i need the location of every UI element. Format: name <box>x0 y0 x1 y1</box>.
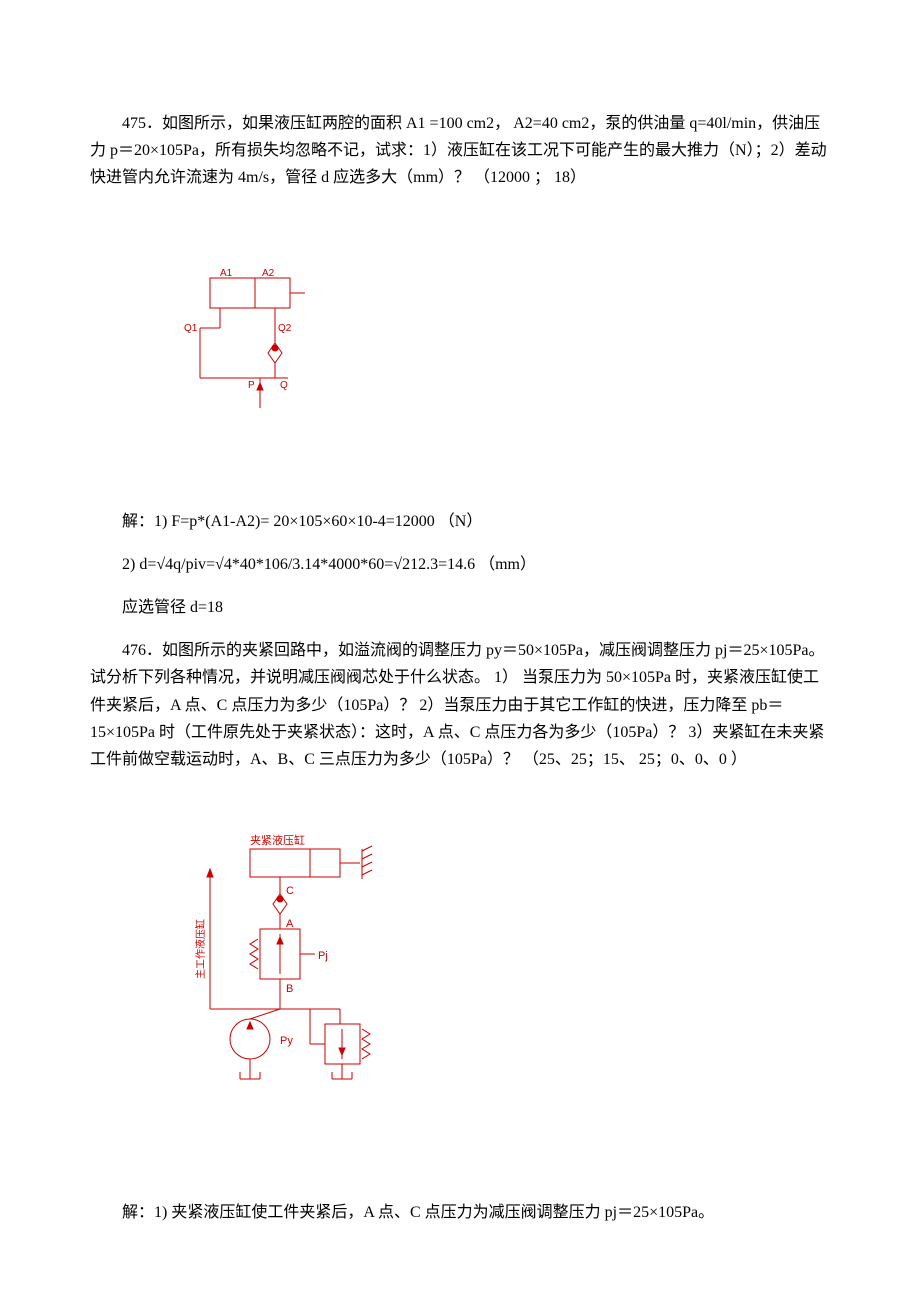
page-container: 475．如图所示，如果液压缸两腔的面积 A1 =100 cm2， A2=40 c… <box>0 0 920 1302</box>
problem-475-text: 475．如图所示，如果液压缸两腔的面积 A1 =100 cm2， A2=40 c… <box>90 110 830 192</box>
svg-text:主工作液压缸: 主工作液压缸 <box>194 919 207 979</box>
svg-text:P: P <box>248 380 255 391</box>
svg-text:Q: Q <box>280 380 288 391</box>
svg-text:Q1: Q1 <box>184 323 198 334</box>
svg-text:Q2: Q2 <box>278 323 292 334</box>
solution-475-line2: 2) d=√4q/piv=√4*40*106/3.14*4000*60=√212… <box>90 551 830 578</box>
diagram-476: 夹紧液压缸 C A Pj B Py 主工作液压缸 <box>180 829 830 1109</box>
svg-text:Pj: Pj <box>318 950 328 962</box>
solution-475-line1: 解：1) F=p*(A1-A2)= 20×105×60×10-4=12000 （… <box>90 508 830 535</box>
diagram-475: A1 A2 Q1 Q2 P Q <box>180 268 830 418</box>
svg-text:B: B <box>286 983 293 995</box>
svg-text:A2: A2 <box>262 268 275 279</box>
solution-476-line1: 解：1) 夹紧液压缸使工件夹紧后，A 点、C 点压力为减压阀调整压力 pj＝25… <box>90 1199 830 1226</box>
svg-text:C: C <box>286 885 294 897</box>
svg-text:Py: Py <box>280 1035 293 1047</box>
svg-text:夹紧液压缸: 夹紧液压缸 <box>250 833 305 847</box>
svg-text:A1: A1 <box>220 268 233 279</box>
svg-text:A: A <box>286 918 294 930</box>
solution-475-line3: 应选管径 d=18 <box>90 594 830 621</box>
problem-476-text: 476．如图所示的夹紧回路中，如溢流阀的调整压力 py＝50×105Pa，减压阀… <box>90 637 830 773</box>
